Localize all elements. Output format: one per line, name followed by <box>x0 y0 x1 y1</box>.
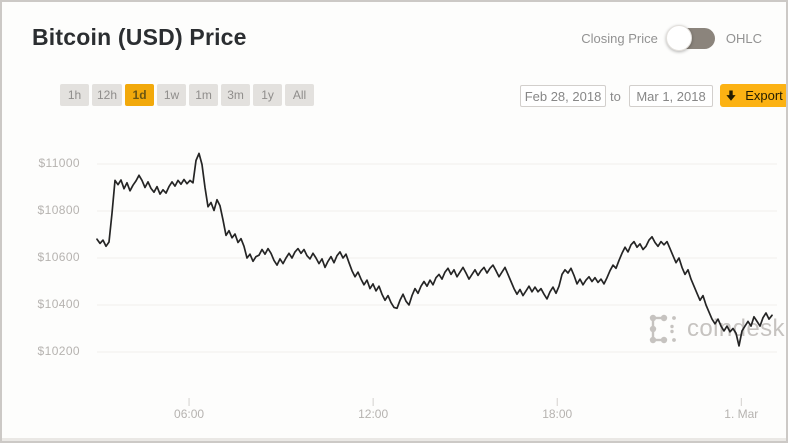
range-button-3m[interactable]: 3m <box>221 84 251 106</box>
coindesk-logo-icon <box>649 314 676 344</box>
x-axis-label: 1. Mar <box>724 407 759 421</box>
y-axis-label: $10200 <box>37 344 80 358</box>
range-button-1d[interactable]: 1d <box>125 84 155 106</box>
bottom-strip <box>2 438 786 441</box>
export-button-label: Export <box>745 88 783 103</box>
range-button-1w[interactable]: 1w <box>157 84 187 106</box>
x-axis-label: 06:00 <box>174 407 205 421</box>
date-range-to-label: to <box>610 89 621 104</box>
toggle-label-closing-price: Closing Price <box>581 31 658 46</box>
price-type-toggle-group: Closing Price OHLC <box>581 25 762 51</box>
range-buttons: 1h 12h 1d 1w 1m 3m 1y All <box>60 84 315 106</box>
range-button-12h[interactable]: 12h <box>92 84 123 106</box>
toggle-knob[interactable] <box>665 25 692 51</box>
range-button-all[interactable]: All <box>285 84 315 106</box>
y-axis-label: $10400 <box>37 297 80 311</box>
y-axis-label: $11000 <box>38 156 80 170</box>
price-type-toggle[interactable] <box>665 25 715 51</box>
toggle-label-ohlc: OHLC <box>725 31 762 46</box>
price-line <box>96 152 773 347</box>
x-axis-label: 12:00 <box>358 407 389 421</box>
y-axis-label: $10600 <box>37 250 80 264</box>
page-title: Bitcoin (USD) Price <box>32 24 247 50</box>
download-icon <box>726 90 736 101</box>
y-axis-label: $10800 <box>37 203 80 217</box>
export-button[interactable]: Export <box>720 84 786 107</box>
x-axis-label: 18:00 <box>542 407 573 421</box>
range-button-1m[interactable]: 1m <box>189 84 219 106</box>
date-to-input[interactable] <box>629 85 713 107</box>
date-from-input[interactable] <box>520 85 606 107</box>
range-button-1y[interactable]: 1y <box>253 84 283 106</box>
range-button-1h[interactable]: 1h <box>60 84 89 106</box>
